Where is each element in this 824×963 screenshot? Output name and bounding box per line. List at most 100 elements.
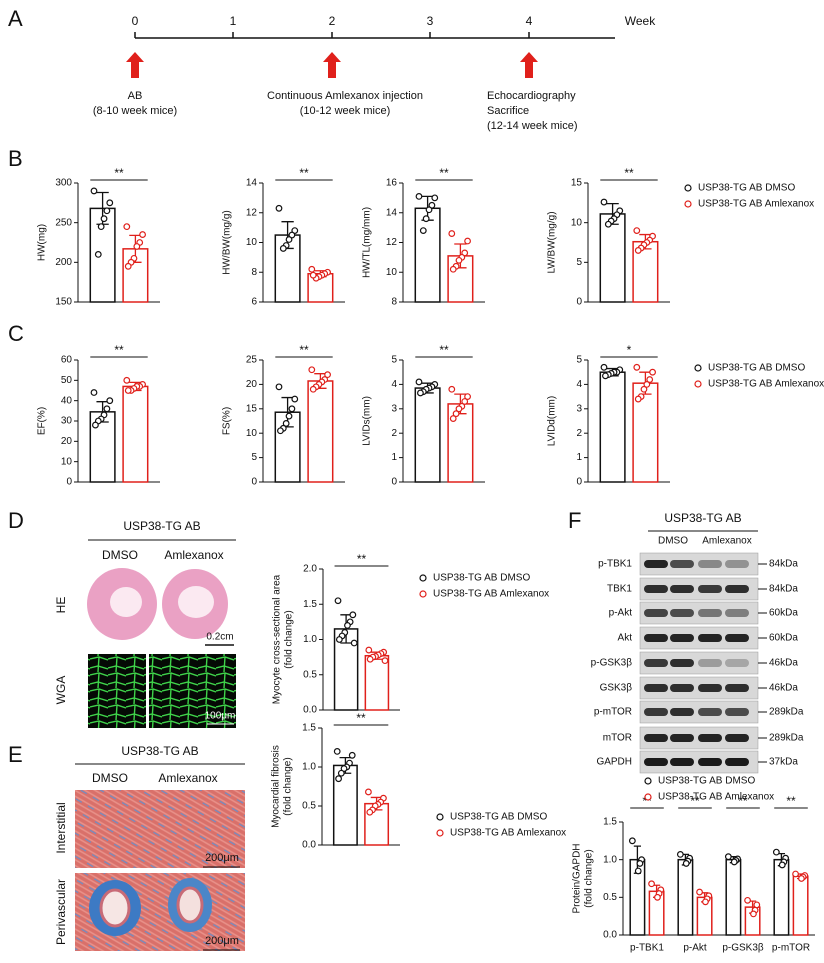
y-tick-label: 2 (391, 428, 397, 439)
chart: 150 200 250 300 HW(mg) ** (37, 166, 160, 308)
data-point (309, 385, 317, 393)
bar (414, 387, 441, 483)
data-point (676, 850, 684, 858)
data-point (634, 395, 642, 403)
y-axis-label: (fold change) (284, 610, 295, 668)
data-point (279, 245, 287, 252)
blot-band (644, 634, 668, 642)
data-point (696, 888, 703, 896)
data-point (103, 207, 111, 215)
event-arrow (520, 52, 538, 78)
data-point (333, 748, 341, 755)
data-point (640, 385, 648, 393)
chart: 0.0 0.5 1.0 1.5 Myocardial fibrosis (fold cha… (271, 711, 567, 850)
size-label: 60kDa (769, 608, 798, 619)
y-tick-label: 16 (386, 178, 398, 189)
data-point (464, 393, 471, 401)
significance-label: * (627, 343, 632, 357)
data-point (100, 215, 108, 223)
x-tick-label: p-GSK3β (722, 943, 764, 954)
blot-band (725, 560, 749, 568)
data-point (285, 412, 293, 420)
legend-marker (684, 184, 692, 192)
y-tick-label: 0 (576, 297, 582, 308)
data-point (431, 194, 439, 202)
row-label: HE (54, 597, 68, 614)
significance-label: ** (299, 166, 309, 180)
y-axis-label: Myocyte cross-sectional area (272, 574, 283, 704)
data-point (365, 788, 372, 796)
blot-band (670, 609, 694, 617)
y-tick-label: 5 (576, 257, 582, 268)
column-label: DMSO (102, 548, 138, 562)
y-tick-label: 300 (55, 178, 72, 189)
blot-band (670, 585, 694, 593)
data-point (282, 420, 290, 427)
data-point (366, 808, 374, 816)
y-tick-label: 60 (61, 355, 73, 366)
significance-label: ** (642, 794, 652, 808)
y-tick-label: 20 (61, 436, 73, 447)
data-point (649, 368, 656, 376)
significance-label: ** (357, 552, 367, 566)
bar (122, 385, 149, 483)
bar (274, 411, 301, 483)
blot-band (725, 609, 749, 617)
chart: 0 5 10 15 20 25 FS(%) ** (222, 343, 345, 488)
wga-image (149, 654, 236, 728)
legend-marker (694, 364, 702, 372)
blot-band (698, 659, 722, 667)
blot-band (725, 708, 749, 716)
timeline-tick-label: 4 (526, 14, 533, 28)
legend-label: USP38-TG AB Amlexanox (433, 589, 549, 600)
blot-band (698, 609, 722, 617)
chart: 8 10 12 14 16 HW/TL(mg/mm) ** (362, 166, 485, 308)
blot-band (698, 560, 722, 568)
bar (792, 875, 809, 936)
blot-band (644, 758, 668, 766)
data-point (123, 223, 131, 231)
protein-label: p-TBK1 (598, 559, 632, 570)
data-point (277, 427, 284, 435)
scale-label: 200μm (205, 852, 239, 864)
blot-band (644, 609, 668, 617)
size-label: 46kDa (769, 683, 798, 694)
y-tick-label: 6 (251, 297, 257, 308)
data-point (419, 227, 427, 235)
bar (632, 240, 659, 303)
scale-label: 200μm (205, 935, 239, 947)
panel-label: E (8, 742, 23, 767)
data-point (417, 389, 424, 397)
y-axis-label: Protein/GAPDH (572, 843, 583, 913)
timeline-unit: Week (625, 14, 656, 28)
column-label: Amlexanox (158, 771, 217, 785)
blot-band (644, 734, 668, 742)
data-point (124, 387, 132, 394)
y-tick-label: 10 (571, 217, 583, 228)
data-point (106, 397, 114, 405)
y-tick-label: 8 (391, 297, 397, 308)
size-label: 289kDa (769, 733, 804, 744)
significance-label: ** (738, 794, 748, 808)
data-point (90, 389, 98, 396)
significance-label: ** (114, 166, 124, 180)
blot-band (725, 734, 749, 742)
data-point (600, 363, 608, 371)
data-point (682, 860, 690, 867)
protein-label: TBK1 (607, 584, 632, 595)
bar (599, 371, 626, 483)
y-tick-label: 3 (576, 403, 582, 414)
panel-label: F (568, 508, 581, 533)
x-tick-label: p-Akt (683, 943, 707, 954)
data-point (106, 199, 114, 207)
panel-label: C (8, 321, 24, 346)
data-point (337, 769, 345, 777)
data-point (381, 657, 389, 665)
size-label: 46kDa (769, 658, 798, 669)
scale-label: 0.2cm (206, 632, 233, 643)
event-arrow (323, 52, 341, 78)
he-image (87, 568, 234, 646)
bar (677, 858, 694, 936)
y-tick-label: 1.5 (303, 599, 317, 610)
